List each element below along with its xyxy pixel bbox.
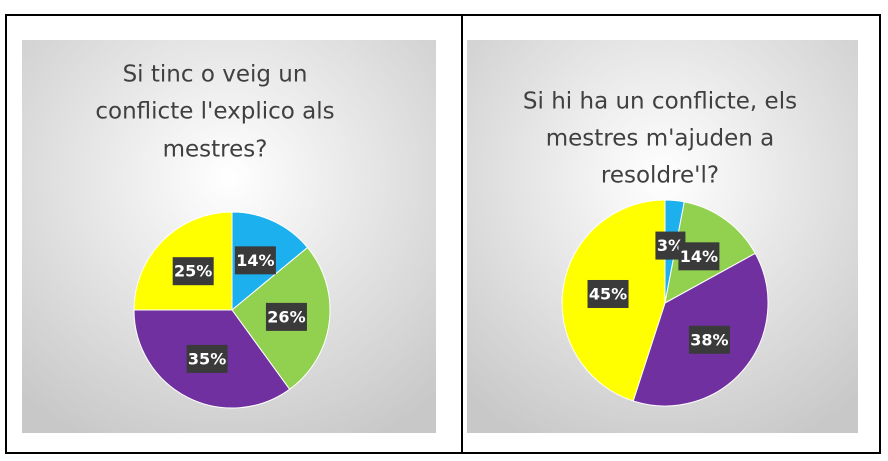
data-label: 14% bbox=[236, 251, 274, 270]
table-border bbox=[5, 14, 881, 454]
table-divider bbox=[461, 14, 463, 454]
data-label-box bbox=[587, 279, 629, 308]
data-label: 3% bbox=[657, 236, 684, 255]
data-label: 26% bbox=[267, 307, 305, 326]
chart-title: mestres m'ajuden a bbox=[546, 126, 774, 152]
data-label: 45% bbox=[589, 284, 627, 303]
data-label: 25% bbox=[174, 262, 212, 281]
chart-title: Si hi ha un conflicte, els bbox=[523, 89, 797, 115]
data-label: 35% bbox=[188, 349, 226, 368]
data-label-box bbox=[186, 344, 228, 373]
data-label-box bbox=[265, 302, 307, 331]
data-label-box bbox=[172, 257, 214, 286]
chart-title: Si tinc o veig un bbox=[123, 62, 308, 88]
chart-title: conflicte l'explico als bbox=[95, 99, 334, 125]
chart-title: mestres? bbox=[163, 137, 268, 163]
data-label: 38% bbox=[690, 330, 728, 349]
data-label-box bbox=[688, 325, 730, 354]
data-label: 14% bbox=[680, 247, 718, 266]
chart-title: resoldre'l? bbox=[601, 163, 719, 189]
data-label-box bbox=[678, 242, 720, 271]
data-label-box bbox=[234, 246, 276, 275]
